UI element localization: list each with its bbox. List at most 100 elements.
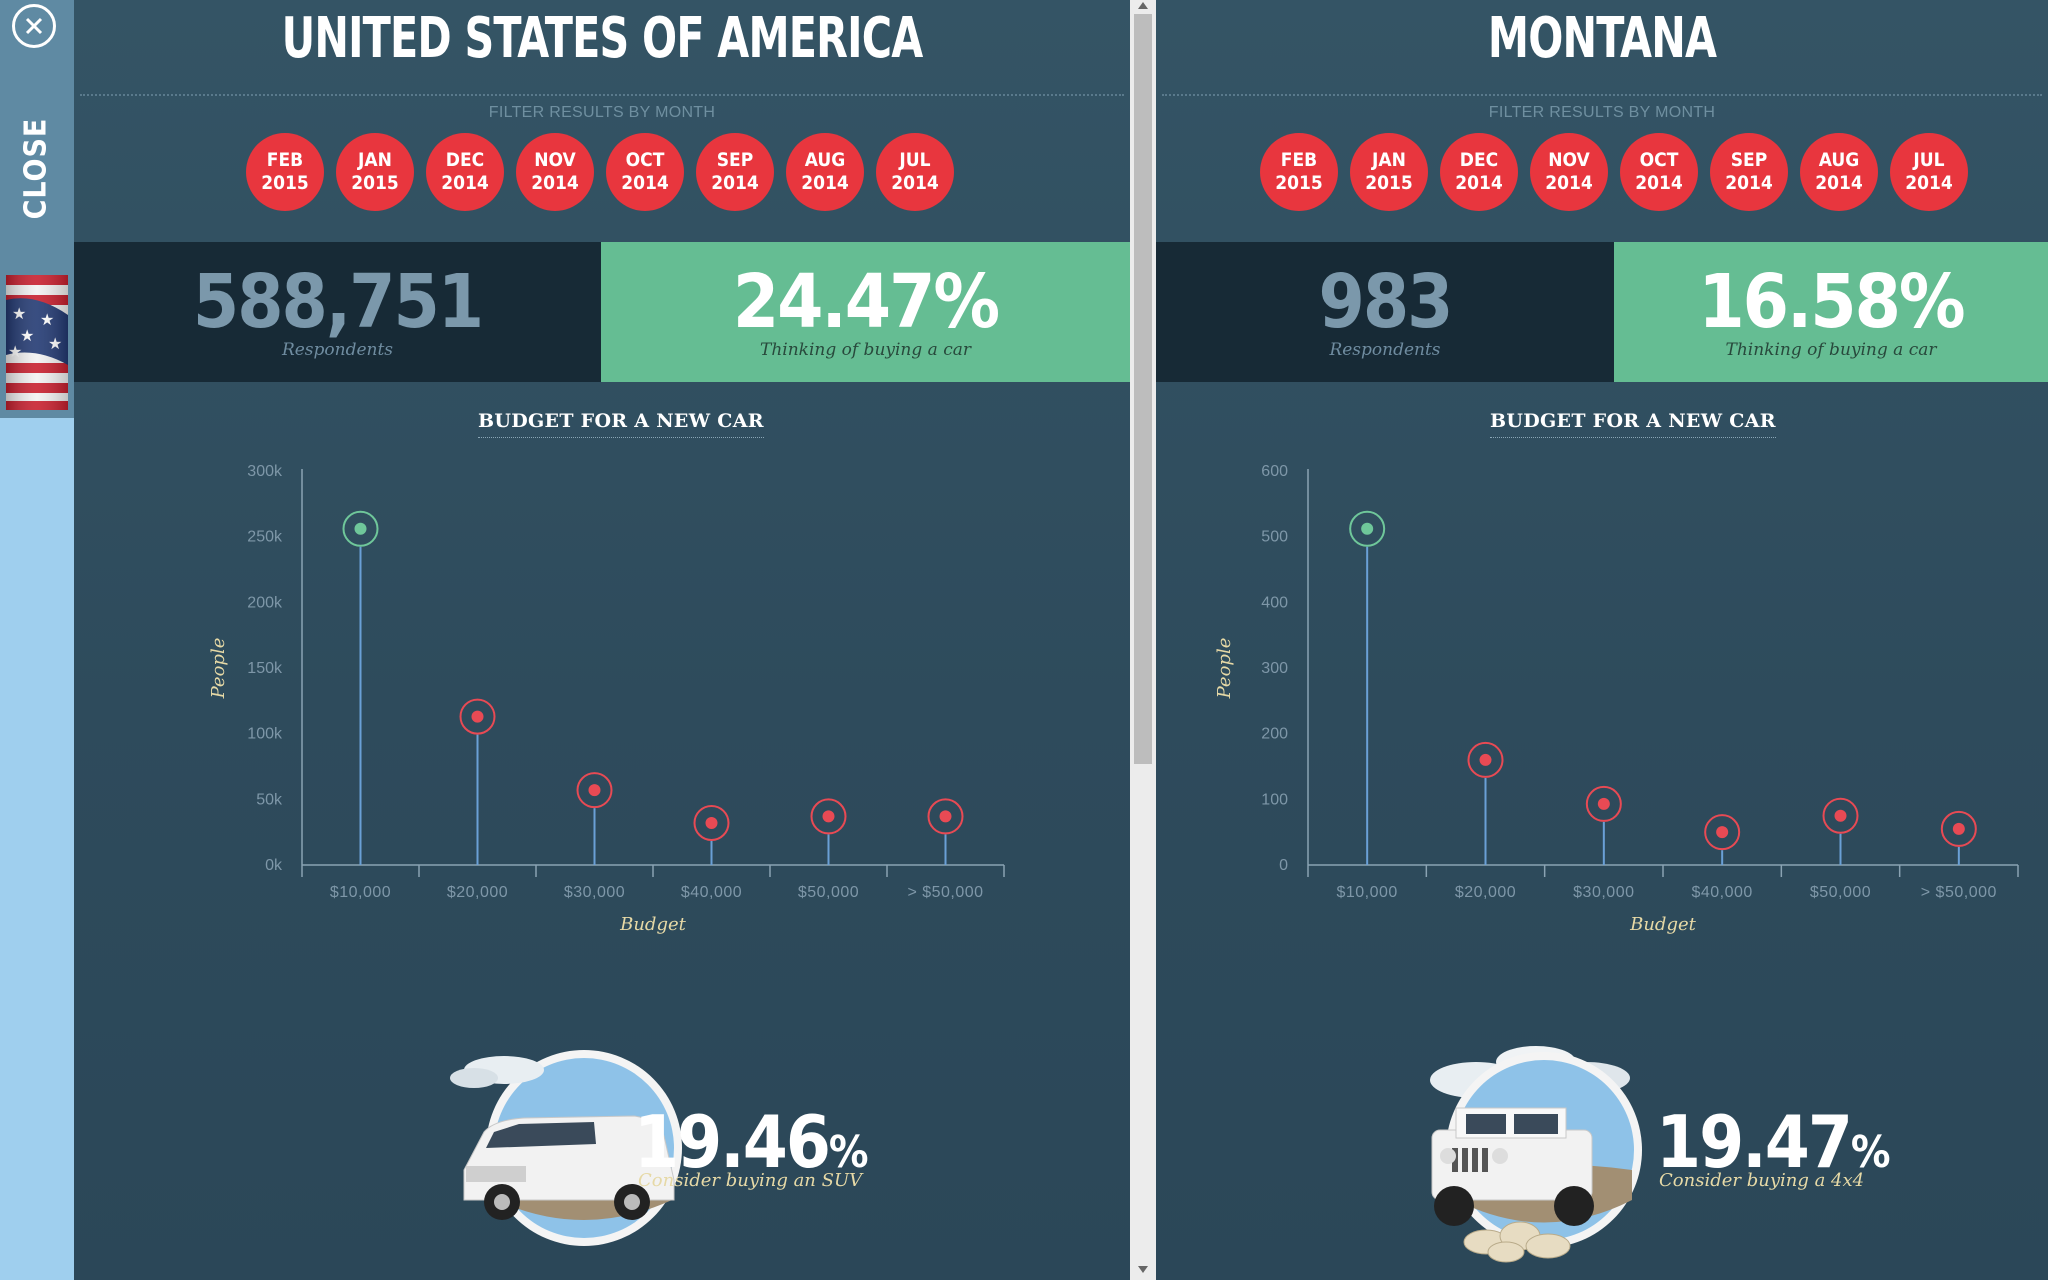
y-tick-label: 300 — [1261, 660, 1288, 677]
y-tick-label: 0k — [265, 857, 283, 874]
x-tick-label: $10,000 — [1336, 884, 1397, 901]
close-label[interactable]: CLOSE — [18, 117, 54, 219]
y-axis-label: People — [208, 638, 229, 700]
y-tick-label: 300k — [247, 463, 283, 480]
jeep-car-image — [1430, 1046, 1642, 1263]
fx-percent: 19.47% — [1656, 1100, 1891, 1184]
y-tick-label: 500 — [1261, 529, 1288, 546]
scrollbar-thumb[interactable] — [1134, 14, 1152, 764]
month-button[interactable]: NOV 2014 — [516, 133, 594, 211]
x-tick-label: $40,000 — [681, 884, 742, 901]
y-tick-label: 100k — [247, 726, 283, 743]
y-tick-label: 250k — [247, 529, 283, 546]
y-tick-label: 50k — [256, 791, 283, 808]
data-point — [1597, 797, 1610, 810]
stats-row: 588,751 Respondents 24.47% Thinking of b… — [74, 242, 1130, 382]
thinking-percent: 24.47% — [732, 259, 1000, 345]
thinking-label: Thinking of buying a car — [1725, 340, 1937, 360]
month-filter: FEB 2015 JAN 2015 DEC 2014 NOV 2014 OCT 2014 … — [246, 133, 954, 211]
month-button[interactable]: JAN 2015 — [1350, 133, 1428, 211]
month-button[interactable]: JUL 2014 — [1890, 133, 1968, 211]
suv-label: Consider buying an SUV — [638, 1170, 863, 1191]
close-label-container[interactable]: CLOSE — [14, 117, 58, 219]
x-axis-label: Budget — [619, 914, 687, 935]
data-point — [1952, 822, 1965, 835]
y-tick-label: 400 — [1261, 594, 1288, 611]
data-point-ring — [693, 804, 730, 841]
data-point-ring — [1940, 810, 1977, 847]
month-filter: FEB 2015 JAN 2015 DEC 2014 NOV 2014 OCT 2014 … — [1260, 133, 1968, 211]
data-point-ring — [1585, 785, 1622, 822]
x-axis-label: Budget — [1629, 914, 1697, 935]
month-button[interactable]: JAN 2015 — [336, 133, 414, 211]
state-panel: MONTANA FILTER RESULTS BY MONTH FEB 2015 … — [1156, 0, 2048, 1280]
month-button[interactable]: AUG 2014 — [1800, 133, 1878, 211]
x-tick-label: $50,000 — [798, 884, 859, 901]
us-flag-icon: ★★ ★★ ★ — [6, 275, 68, 410]
data-point-ring — [927, 798, 964, 835]
month-button[interactable]: DEC 2014 — [1440, 133, 1518, 211]
y-tick-label: 150k — [247, 660, 283, 677]
data-point — [705, 816, 718, 829]
data-point-ring — [1349, 510, 1386, 547]
thinking-percent: 16.58% — [1698, 259, 1965, 345]
data-point-ring — [459, 698, 496, 735]
month-button[interactable]: NOV 2014 — [1530, 133, 1608, 211]
data-point-ring — [1467, 741, 1504, 778]
data-point — [1361, 522, 1374, 535]
month-button[interactable]: FEB 2015 — [246, 133, 324, 211]
scrollbar[interactable] — [1130, 0, 1156, 1280]
fx-label: Consider buying a 4x4 — [1659, 1170, 1865, 1191]
month-button[interactable]: AUG 2014 — [786, 133, 864, 211]
scroll-down-icon[interactable] — [1138, 1266, 1148, 1273]
respondents-box: 588,751 Respondents — [74, 242, 601, 382]
close-icon — [25, 17, 43, 35]
respondents-count: 983 — [1318, 259, 1454, 345]
respondents-label: Respondents — [1329, 340, 1441, 360]
thinking-box: 24.47% Thinking of buying a car — [601, 242, 1130, 382]
x-tick-label: $20,000 — [1455, 884, 1516, 901]
x-tick-label: > $50,000 — [907, 884, 983, 901]
data-point-ring — [810, 798, 847, 835]
data-point — [822, 810, 835, 823]
y-tick-label: 100 — [1261, 791, 1288, 808]
month-button[interactable]: OCT 2014 — [1620, 133, 1698, 211]
panel-title: MONTANA — [1487, 6, 1717, 71]
x-tick-label: $40,000 — [1691, 884, 1752, 901]
month-button[interactable]: DEC 2014 — [426, 133, 504, 211]
y-tick-label: 200 — [1261, 726, 1288, 743]
month-button[interactable]: JUL 2014 — [876, 133, 954, 211]
data-point-ring — [342, 510, 379, 547]
y-axis-label: People — [1214, 638, 1235, 700]
x-tick-label: $30,000 — [1573, 884, 1634, 901]
y-tick-label: 600 — [1261, 463, 1288, 480]
respondents-count: 588,751 — [192, 259, 484, 345]
data-point — [1716, 826, 1729, 839]
x-tick-label: $30,000 — [564, 884, 625, 901]
country-panel: UNITED STATES OF AMERICA FILTER RESULTS … — [74, 0, 1130, 1280]
panel-title: UNITED STATES OF AMERICA — [281, 6, 924, 71]
close-button[interactable] — [12, 4, 56, 48]
month-button[interactable]: OCT 2014 — [606, 133, 684, 211]
thinking-label: Thinking of buying a car — [759, 340, 971, 360]
suv-percent: 19.46% — [634, 1100, 869, 1184]
scroll-up-icon[interactable] — [1138, 2, 1148, 9]
data-point-ring — [1704, 814, 1741, 851]
filter-label: FILTER RESULTS BY MONTH — [1488, 104, 1716, 121]
month-button[interactable]: FEB 2015 — [1260, 133, 1338, 211]
y-tick-label: 0 — [1279, 857, 1288, 874]
x-tick-label: $10,000 — [330, 884, 391, 901]
data-point — [588, 784, 601, 797]
data-point-ring — [576, 772, 613, 809]
divider — [1162, 94, 2042, 96]
chart-title: BUDGET FOR A NEW CAR — [478, 410, 764, 438]
budget-chart: 0k 50k 100k 150k 200k 250k 300k $10,000 $20,000 $… — [208, 463, 1005, 935]
x-tick-label: > $50,000 — [1921, 884, 1997, 901]
divider — [80, 94, 1124, 96]
suv-car-image — [450, 1050, 682, 1246]
month-button[interactable]: SEP 2014 — [1710, 133, 1788, 211]
respondents-label: Respondents — [281, 340, 394, 360]
y-tick-label: 200k — [247, 594, 283, 611]
data-point — [1834, 809, 1847, 822]
month-button[interactable]: SEP 2014 — [696, 133, 774, 211]
